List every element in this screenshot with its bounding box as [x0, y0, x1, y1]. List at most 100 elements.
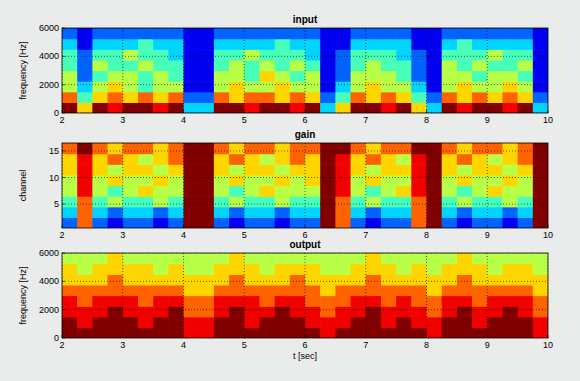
cell — [184, 102, 200, 113]
cell — [351, 164, 367, 175]
cell — [214, 186, 230, 197]
cell — [457, 175, 473, 186]
cell — [184, 317, 200, 328]
cell — [290, 60, 306, 71]
cell — [396, 217, 412, 228]
cell — [62, 164, 78, 175]
cell — [184, 196, 200, 207]
cell — [214, 60, 230, 71]
cell — [366, 317, 382, 328]
cell — [92, 253, 108, 264]
x-tick-label: 3 — [120, 340, 125, 350]
x-tick — [305, 225, 306, 228]
cell — [381, 274, 397, 285]
cell — [381, 154, 397, 165]
cell — [153, 39, 169, 50]
cell — [381, 186, 397, 197]
cell — [275, 264, 291, 275]
cell — [244, 143, 260, 154]
cell — [518, 296, 534, 307]
cell — [472, 264, 488, 275]
cell — [214, 49, 230, 60]
cell — [351, 71, 367, 82]
frame — [62, 143, 548, 228]
cell — [108, 296, 124, 307]
cell — [168, 207, 184, 218]
cell — [457, 186, 473, 197]
y-label: channel — [18, 170, 28, 202]
cell — [229, 186, 245, 197]
cell — [411, 327, 427, 338]
cell — [427, 92, 443, 103]
cell — [305, 317, 321, 328]
cell — [396, 186, 412, 197]
cell — [442, 274, 458, 285]
cell — [138, 143, 154, 154]
cell — [92, 175, 108, 186]
cell — [108, 49, 124, 60]
cell — [168, 274, 184, 285]
x-tick — [183, 225, 184, 228]
cell — [92, 196, 108, 207]
cell — [335, 285, 351, 296]
cell — [427, 327, 443, 338]
x-tick-label: 2 — [59, 340, 64, 350]
cell — [275, 49, 291, 60]
cell — [381, 264, 397, 275]
cell — [184, 327, 200, 338]
cell — [502, 264, 518, 275]
grid-line — [305, 253, 306, 338]
y-tick — [62, 204, 65, 205]
cell — [259, 264, 275, 275]
cell — [396, 274, 412, 285]
cell — [153, 102, 169, 113]
cell — [396, 102, 412, 113]
cell — [229, 285, 245, 296]
cell — [487, 186, 503, 197]
cell — [77, 39, 93, 50]
cell — [259, 102, 275, 113]
frame — [62, 253, 548, 338]
x-tick — [62, 335, 63, 338]
cell — [62, 264, 78, 275]
cell — [62, 274, 78, 285]
cell — [381, 327, 397, 338]
cell — [108, 196, 124, 207]
cell — [502, 28, 518, 39]
y-label: frequency [Hz] — [18, 41, 28, 99]
cell — [533, 317, 548, 328]
cell — [351, 92, 367, 103]
x-tick-label: 6 — [302, 115, 307, 125]
cell — [92, 143, 108, 154]
cell — [244, 102, 260, 113]
cell — [92, 186, 108, 197]
cell — [320, 60, 336, 71]
figure: 23456789100200040006000inputfrequency [H… — [0, 0, 580, 381]
cell — [214, 207, 230, 218]
cell — [366, 296, 382, 307]
cell — [533, 196, 548, 207]
cell — [153, 154, 169, 165]
cell — [214, 196, 230, 207]
cell — [457, 164, 473, 175]
cell — [275, 186, 291, 197]
cell — [457, 71, 473, 82]
cell — [411, 186, 427, 197]
cell — [518, 71, 534, 82]
cell — [92, 92, 108, 103]
cell — [320, 196, 336, 207]
x-tick-label: 4 — [181, 230, 186, 240]
cell — [427, 317, 443, 328]
cell — [244, 253, 260, 264]
cell — [442, 92, 458, 103]
cell — [487, 71, 503, 82]
cell — [442, 253, 458, 264]
cell — [244, 154, 260, 165]
x-tick — [62, 225, 63, 228]
cell — [275, 296, 291, 307]
cell — [351, 217, 367, 228]
cell — [396, 164, 412, 175]
cell — [77, 306, 93, 317]
cell — [77, 264, 93, 275]
cell — [487, 154, 503, 165]
